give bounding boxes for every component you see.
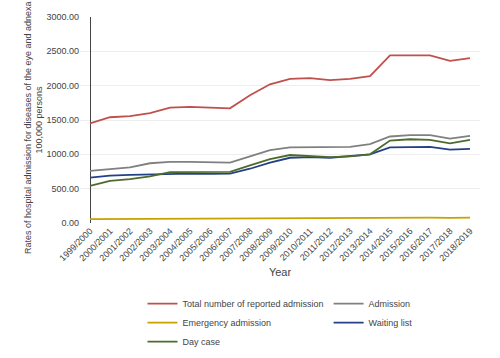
svg-text:2009/2010: 2009/2010	[257, 226, 294, 263]
svg-text:1000.00: 1000.00	[46, 149, 79, 159]
svg-text:2003/2004: 2003/2004	[137, 226, 174, 263]
svg-text:1999/2000: 1999/2000	[57, 226, 94, 263]
svg-text:2016/2017: 2016/2017	[397, 226, 434, 263]
svg-text:2000.00: 2000.00	[46, 81, 79, 91]
svg-text:2012/2013: 2012/2013	[317, 226, 354, 263]
svg-text:2014/2015: 2014/2015	[357, 226, 394, 263]
svg-text:Total number of reported admis: Total number of reported admission	[183, 299, 324, 309]
svg-text:2001/2002: 2001/2002	[97, 226, 134, 263]
svg-text:500.00: 500.00	[51, 184, 79, 194]
svg-text:3000.00: 3000.00	[46, 12, 79, 22]
svg-text:Admission: Admission	[369, 299, 411, 309]
svg-text:2017/2018: 2017/2018	[417, 226, 454, 263]
svg-text:2006/2007: 2006/2007	[197, 226, 234, 263]
svg-text:1500.00: 1500.00	[46, 115, 79, 125]
svg-text:2018/2019: 2018/2019	[437, 226, 474, 263]
svg-text:2015/2016: 2015/2016	[377, 226, 414, 263]
svg-text:2008/2009: 2008/2009	[237, 226, 274, 263]
svg-text:2500.00: 2500.00	[46, 46, 79, 56]
svg-text:0.00: 0.00	[61, 218, 79, 228]
svg-text:Rates of hospital admission fo: Rates of hospital admission for diseases…	[23, 0, 45, 254]
svg-text:Waiting list: Waiting list	[369, 318, 413, 328]
svg-text:Emergency admission: Emergency admission	[183, 318, 272, 328]
svg-text:2011/2012: 2011/2012	[298, 226, 335, 263]
svg-text:2002/2003: 2002/2003	[117, 226, 154, 263]
svg-text:2007/2008: 2007/2008	[217, 226, 254, 263]
svg-text:Day case: Day case	[183, 337, 221, 347]
svg-text:2013/2014: 2013/2014	[337, 226, 374, 263]
svg-text:2000/2001: 2000/2001	[77, 226, 114, 263]
svg-text:Year: Year	[269, 266, 292, 278]
svg-text:2010/2011: 2010/2011	[278, 226, 315, 263]
svg-text:2004/2005: 2004/2005	[157, 226, 194, 263]
svg-text:2005/2006: 2005/2006	[177, 226, 214, 263]
